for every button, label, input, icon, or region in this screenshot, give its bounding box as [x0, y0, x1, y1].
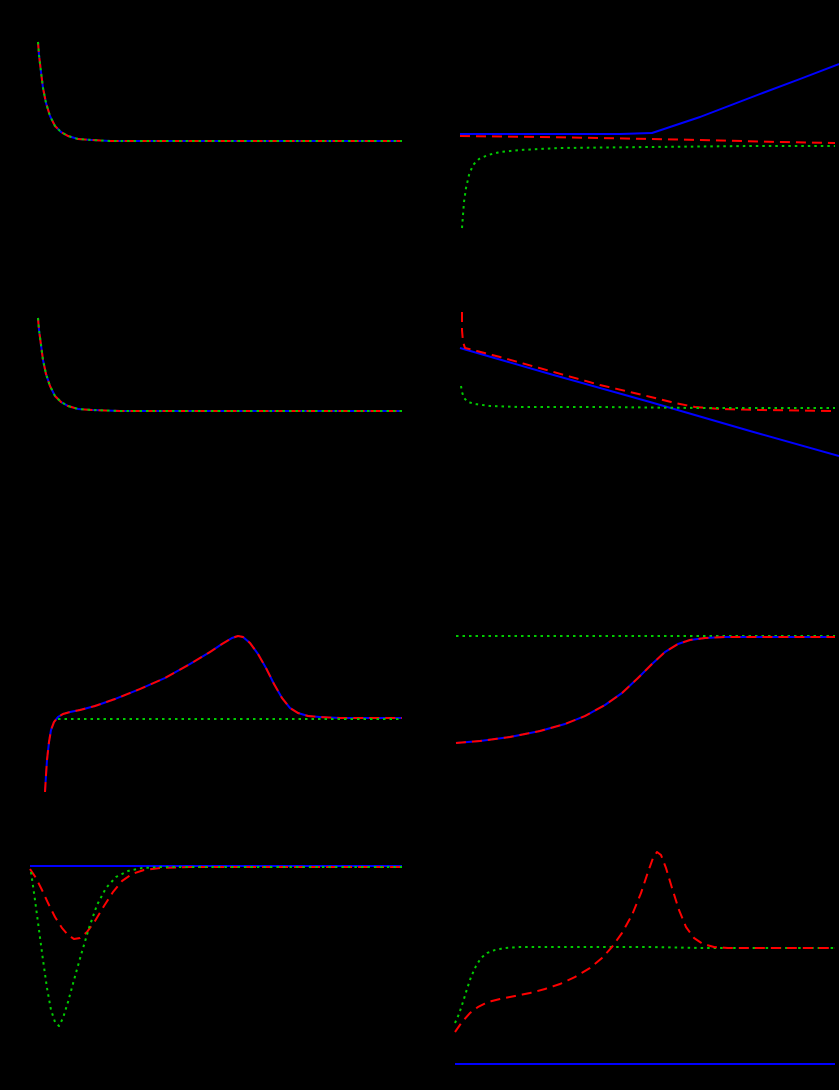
panel-row1-left-red-dashed: [37, 41, 402, 142]
panel-row3-right-blue-solid: [455, 636, 835, 744]
panel-row1-right-red-dashed: [459, 135, 836, 144]
panel-row1-left: [37, 41, 402, 142]
panel-row4-right-red-dashed: [454, 851, 835, 1033]
panel-row2-left-blue-solid: [37, 317, 402, 412]
panel-row1-left-green-dotted: [37, 41, 402, 142]
panel-row2-left-red-dashed: [37, 317, 402, 412]
panel-row2-right-green-dotted: [460, 385, 835, 409]
panel-row1-right: [459, 63, 839, 229]
panel-row1-right-green-dotted: [461, 145, 835, 229]
panel-row4-left-red-dashed: [29, 866, 402, 940]
panel-row3-left-red-dashed: [44, 635, 402, 793]
panel-row4-right: [454, 851, 835, 1065]
panel-row2-left: [37, 317, 402, 412]
panel-row1-left-blue-solid: [37, 41, 402, 142]
panel-row3-right-red-dashed: [455, 636, 835, 744]
panel-row3-left-blue-solid: [44, 635, 402, 793]
panel-row2-right-blue-solid: [459, 347, 839, 457]
panel-row4-left: [29, 865, 402, 1027]
panel-row2-left-green-dotted: [37, 317, 402, 412]
panel-row1-right-blue-solid: [460, 63, 839, 135]
panel-row3-left: [44, 635, 402, 793]
panel-row3-right: [455, 635, 835, 744]
panel-row4-left-green-dotted: [30, 866, 402, 1027]
panel-row4-right-green-dotted: [454, 946, 835, 1024]
panel-row2-right-red-dashed: [461, 312, 836, 412]
panel-row2-right: [459, 312, 839, 457]
